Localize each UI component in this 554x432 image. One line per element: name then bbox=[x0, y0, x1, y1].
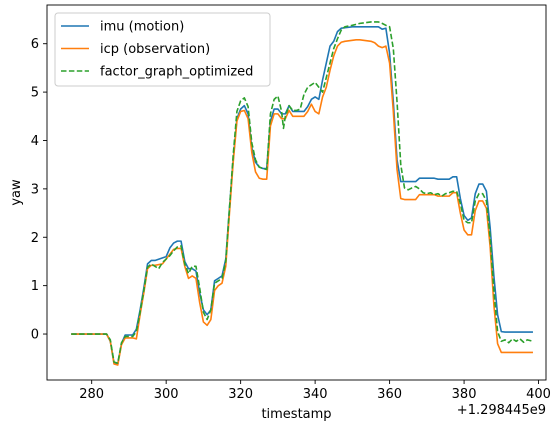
x-axis-offset-label: +1.298445e9 bbox=[457, 403, 546, 418]
y-tick-label: 6 bbox=[31, 37, 39, 52]
x-axis-label: timestamp bbox=[261, 407, 331, 422]
x-tick-label: 300 bbox=[154, 387, 179, 402]
y-tick-label: 5 bbox=[31, 86, 39, 101]
axes-layer: 280 300 320 340 360 380 400 0 1 2 3 4 5 6 bbox=[31, 37, 551, 402]
legend-label-1: imu (motion) bbox=[100, 20, 184, 35]
x-tick-label: 320 bbox=[228, 387, 253, 402]
y-tick-label: 4 bbox=[31, 134, 39, 149]
x-tick-label: 280 bbox=[79, 387, 104, 402]
y-tick-label: 2 bbox=[31, 231, 39, 246]
y-axis-label: yaw bbox=[9, 179, 24, 206]
legend: imu (motion) icp (observation) factor_grap… bbox=[54, 12, 271, 87]
series-line-2 bbox=[71, 39, 533, 366]
plot-area bbox=[46, 4, 547, 381]
legend-label-2: icp (observation) bbox=[100, 42, 210, 57]
x-tick-label: 360 bbox=[377, 387, 402, 402]
y-tick-label: 1 bbox=[31, 279, 39, 294]
x-tick-label: 400 bbox=[526, 387, 551, 402]
y-tick-label: 0 bbox=[31, 328, 39, 343]
y-tick-label: 3 bbox=[31, 182, 39, 197]
legend-box bbox=[54, 12, 271, 87]
legend-label-3: factor_graph_optimized bbox=[100, 65, 253, 80]
series-line-3 bbox=[71, 21, 534, 364]
x-tick-label: 340 bbox=[303, 387, 328, 402]
x-tick-label: 380 bbox=[452, 387, 477, 402]
series-layer bbox=[71, 21, 534, 366]
